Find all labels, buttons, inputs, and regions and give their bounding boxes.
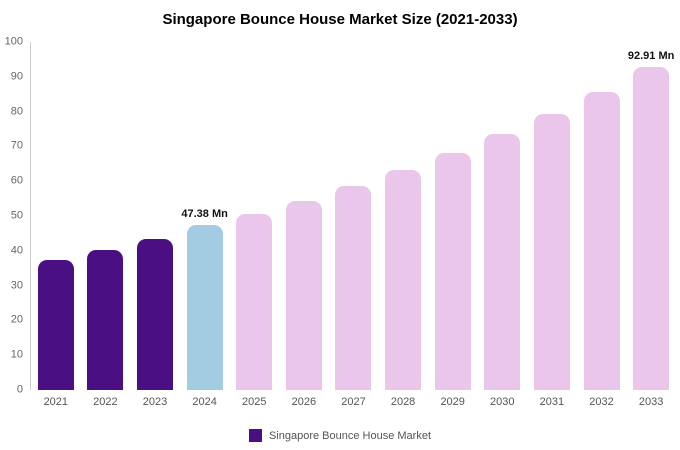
x-axis-label-2027: 2027 — [341, 396, 366, 408]
y-tick-label: 60 — [10, 174, 23, 187]
bar-slot-2028: 2028 — [378, 42, 428, 408]
y-tick-label: 20 — [10, 313, 23, 326]
y-tick-label: 80 — [10, 105, 23, 118]
bar-slot-2031: 2031 — [527, 42, 577, 408]
bar-2032 — [583, 92, 620, 390]
y-tick-label: 90 — [10, 70, 23, 83]
plot-area: 2021 2022 2023 2024 47.38 Mn 2025 2026 2027 2028… — [30, 42, 676, 408]
y-tick-label: 70 — [10, 139, 23, 152]
bar-slot-2023: 2023 — [130, 42, 180, 408]
bar-2028 — [385, 170, 422, 390]
legend-marker — [248, 429, 262, 442]
x-axis-label-2030: 2030 — [490, 396, 515, 408]
x-axis-label-2028: 2028 — [390, 396, 416, 408]
bar-slot-2032: 2032 — [577, 42, 627, 408]
x-axis-label-2033: 2033 — [638, 396, 664, 408]
bar-slot-2024: 2024 47.38 Mn — [180, 42, 230, 408]
bar-2030 — [484, 133, 521, 390]
bar-2033 — [633, 66, 670, 390]
y-axis: 0 10 20 30 40 50 60 70 80 90 100 — [0, 36, 30, 395]
y-tick-label: 50 — [10, 209, 23, 222]
bar-slot-2025: 2025 — [229, 42, 279, 408]
y-tick-label: 100 — [4, 35, 23, 48]
bar-2025 — [236, 214, 273, 390]
x-axis-label-2032: 2032 — [589, 396, 614, 408]
y-tick-label: 30 — [10, 279, 23, 292]
x-axis-label-2026: 2026 — [291, 396, 317, 408]
bar-value-label-2024: 47.38 Mn — [181, 208, 228, 221]
x-axis-label-2031: 2031 — [539, 396, 565, 408]
bar-slot-2026: 2026 — [279, 42, 329, 408]
bar-2027 — [335, 186, 372, 390]
bar-value-label-2033: 92.91 Mn — [627, 49, 675, 62]
bar-slot-2030: 2030 — [477, 42, 527, 408]
bar-2022 — [87, 249, 124, 390]
x-axis-label-2023: 2023 — [142, 396, 168, 408]
x-axis-label-2029: 2029 — [440, 396, 465, 408]
bar-2031 — [533, 114, 570, 390]
x-axis-label-2021: 2021 — [43, 396, 69, 408]
legend-label: Singapore Bounce House Market — [268, 429, 432, 442]
legend: Singapore Bounce House Market — [0, 429, 680, 442]
chart-title: Singapore Bounce House Market Size (2021… — [162, 11, 518, 28]
y-tick-label: 40 — [10, 244, 23, 257]
x-axis-label-2024: 2024 — [192, 396, 217, 408]
bar-slot-2021: 2021 — [31, 42, 81, 408]
bar-slot-2027: 2027 — [329, 42, 379, 408]
bar-chart: 0 10 20 30 40 50 60 70 80 90 100 2021 2022 2023 2024 4… — [0, 36, 680, 408]
bar-slot-2022: 2022 — [81, 42, 131, 408]
x-axis-label-2025: 2025 — [242, 396, 267, 408]
y-tick-label: 0 — [16, 383, 23, 396]
y-tick-label: 10 — [10, 348, 23, 361]
bar-2029 — [434, 153, 471, 390]
bar-2023 — [137, 238, 174, 390]
x-axis-label-2022: 2022 — [93, 396, 118, 408]
bar-2021 — [37, 259, 74, 390]
bar-slot-2029: 2029 — [428, 42, 478, 408]
bar-2026 — [285, 201, 322, 390]
bar-slot-2033: 2033 92.91 Mn — [626, 42, 676, 408]
bar-2024 — [186, 225, 223, 390]
